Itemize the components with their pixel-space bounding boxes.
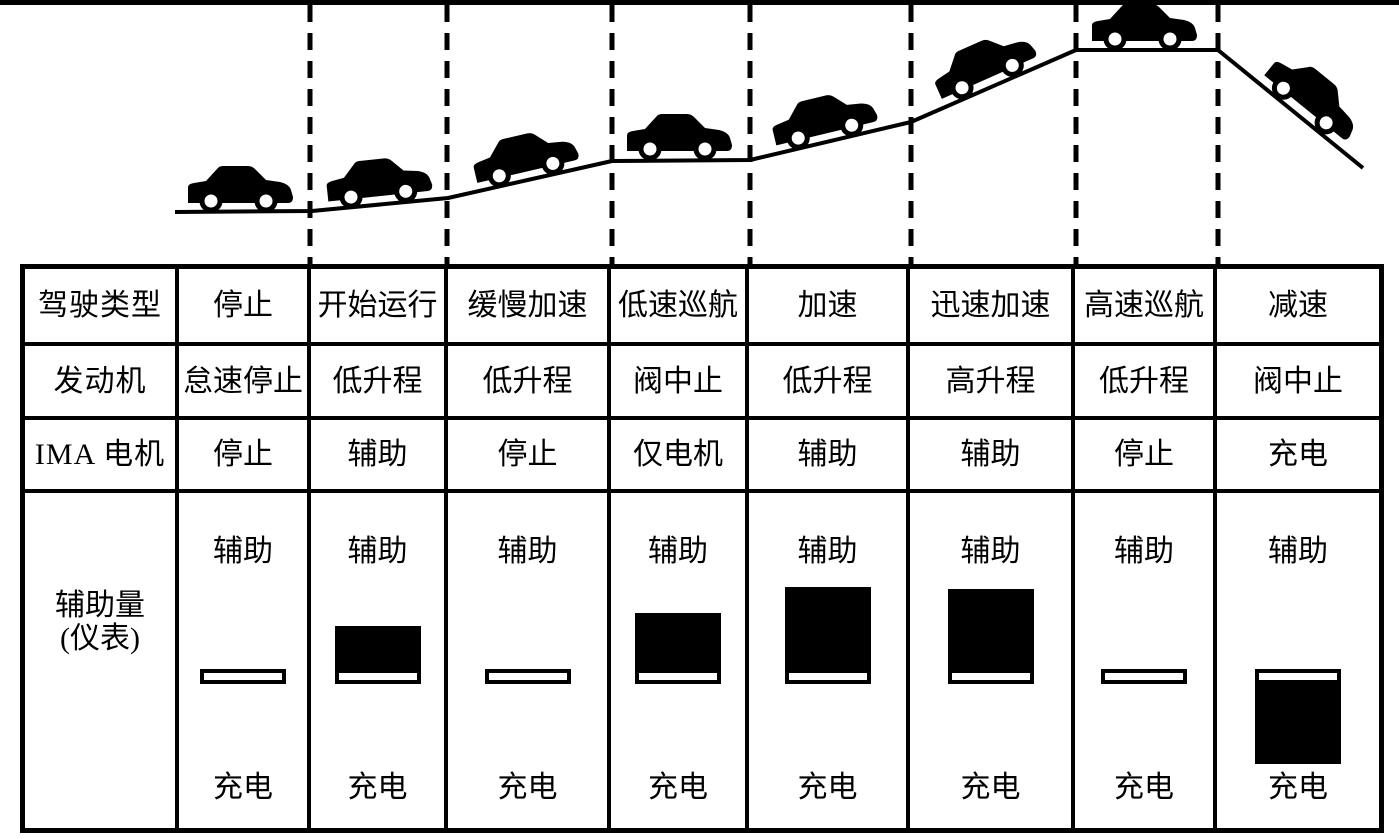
assist-gauge-cell: 辅助 充电: [910, 493, 1071, 828]
assist-gauge-cell: 辅助 充电: [311, 493, 444, 828]
assist-gauge: [947, 589, 1034, 824]
engine-state-cell: 低升程: [448, 346, 607, 416]
ima-state-cell: 辅助: [910, 420, 1071, 489]
assist-gauge-cell: 辅助 充电: [611, 493, 745, 828]
engine-state-cell: 阀中止: [611, 346, 745, 416]
assist-gauge-cell: 辅助 充电: [1075, 493, 1213, 828]
car-icon: [1092, 4, 1197, 48]
driving-type-cell: 减速: [1217, 269, 1379, 342]
assist-label: 辅助: [497, 535, 558, 568]
assist-gauge: [784, 587, 871, 824]
gauge-baseline: [200, 669, 286, 684]
driving-type-cell: 开始运行: [311, 269, 444, 342]
assist-gauge-label-line1: 辅助量: [55, 588, 145, 622]
engine-state-cell: 低升程: [311, 346, 444, 416]
charge-label: 充电: [648, 771, 708, 804]
driving-type-cell: 迅速加速: [910, 269, 1071, 342]
ima-state-cell: 停止: [1075, 420, 1213, 489]
car-icon: [627, 114, 732, 158]
assist-gauge: [635, 589, 721, 824]
gauge-baseline: [334, 669, 421, 684]
charge-label: 充电: [1114, 771, 1174, 804]
assist-gauge-cell: 辅助 充电: [749, 493, 906, 828]
driving-type-cell: 停止: [179, 269, 307, 342]
road-profile-illustration: [0, 0, 1399, 264]
gauge-baseline: [635, 669, 721, 684]
charge-label: 充电: [497, 771, 558, 804]
engine-state-cell: 阀中止: [1217, 346, 1379, 416]
ima-state-cell: 辅助: [749, 420, 906, 489]
gauge-baseline: [1101, 669, 1187, 684]
phase-table: 驾驶类型 停止 开始运行 缓慢加速 低速巡航 加速 迅速加速 高速巡航 减速 发…: [20, 264, 1384, 833]
assist-label: 辅助: [797, 535, 858, 568]
charge-label: 充电: [960, 771, 1021, 804]
assist-gauge-label-line2: (仪表): [60, 621, 140, 655]
charge-label: 充电: [213, 771, 273, 804]
engine-state-cell: 低升程: [1075, 346, 1213, 416]
row-header-assist-gauge: 辅助量 (仪表): [25, 493, 175, 828]
car-icon: [1260, 47, 1369, 147]
row-header-engine: 发动机: [25, 346, 175, 416]
assist-label: 辅助: [213, 535, 273, 568]
gauge-baseline: [947, 669, 1034, 684]
engine-state-cell: 高升程: [910, 346, 1071, 416]
assist-fill-bar: [334, 626, 421, 669]
assist-label: 辅助: [347, 535, 408, 568]
ima-state-cell: 仅电机: [611, 420, 745, 489]
charge-fill-bar: [1255, 684, 1341, 764]
assist-gauge: [1101, 589, 1187, 824]
charge-label: 充电: [1268, 771, 1328, 804]
assist-fill-bar: [947, 589, 1034, 669]
driving-type-cell: 高速巡航: [1075, 269, 1213, 342]
assist-gauge-cell: 辅助 充电: [179, 493, 307, 828]
driving-type-cell: 低速巡航: [611, 269, 745, 342]
ima-state-cell: 充电: [1217, 420, 1379, 489]
engine-state-cell: 怠速停止: [179, 346, 307, 416]
assist-gauge-cell: 辅助 充电: [448, 493, 607, 828]
row-header-driving-type: 驾驶类型: [25, 269, 175, 342]
gauge-baseline: [1255, 669, 1341, 684]
engine-state-cell: 低升程: [749, 346, 906, 416]
assist-gauge: [200, 589, 286, 824]
row-header-ima-motor: IMA 电机: [25, 420, 175, 489]
ima-state-cell: 停止: [179, 420, 307, 489]
driving-type-cell: 加速: [749, 269, 906, 342]
assist-label: 辅助: [1268, 535, 1328, 568]
car-icon: [188, 166, 293, 210]
assist-gauge-cell: 辅助 充电: [1217, 493, 1379, 828]
gauge-baseline: [484, 669, 571, 684]
phase-divider-lines: [307, 5, 1221, 264]
charge-label: 充电: [797, 771, 858, 804]
ima-state-cell: 停止: [448, 420, 607, 489]
charge-label: 充电: [347, 771, 408, 804]
top-border-bar: [0, 0, 1399, 5]
car-icon: [927, 22, 1041, 105]
gauge-baseline: [784, 669, 871, 684]
ima-state-cell: 辅助: [311, 420, 444, 489]
assist-fill-bar: [635, 613, 721, 669]
assist-gauge: [334, 589, 421, 824]
assist-label: 辅助: [960, 535, 1021, 568]
assist-gauge: [1255, 589, 1341, 824]
assist-fill-bar: [784, 587, 871, 669]
assist-label: 辅助: [1114, 535, 1174, 568]
assist-label: 辅助: [648, 535, 708, 568]
assist-gauge: [484, 589, 571, 824]
driving-type-cell: 缓慢加速: [448, 269, 607, 342]
